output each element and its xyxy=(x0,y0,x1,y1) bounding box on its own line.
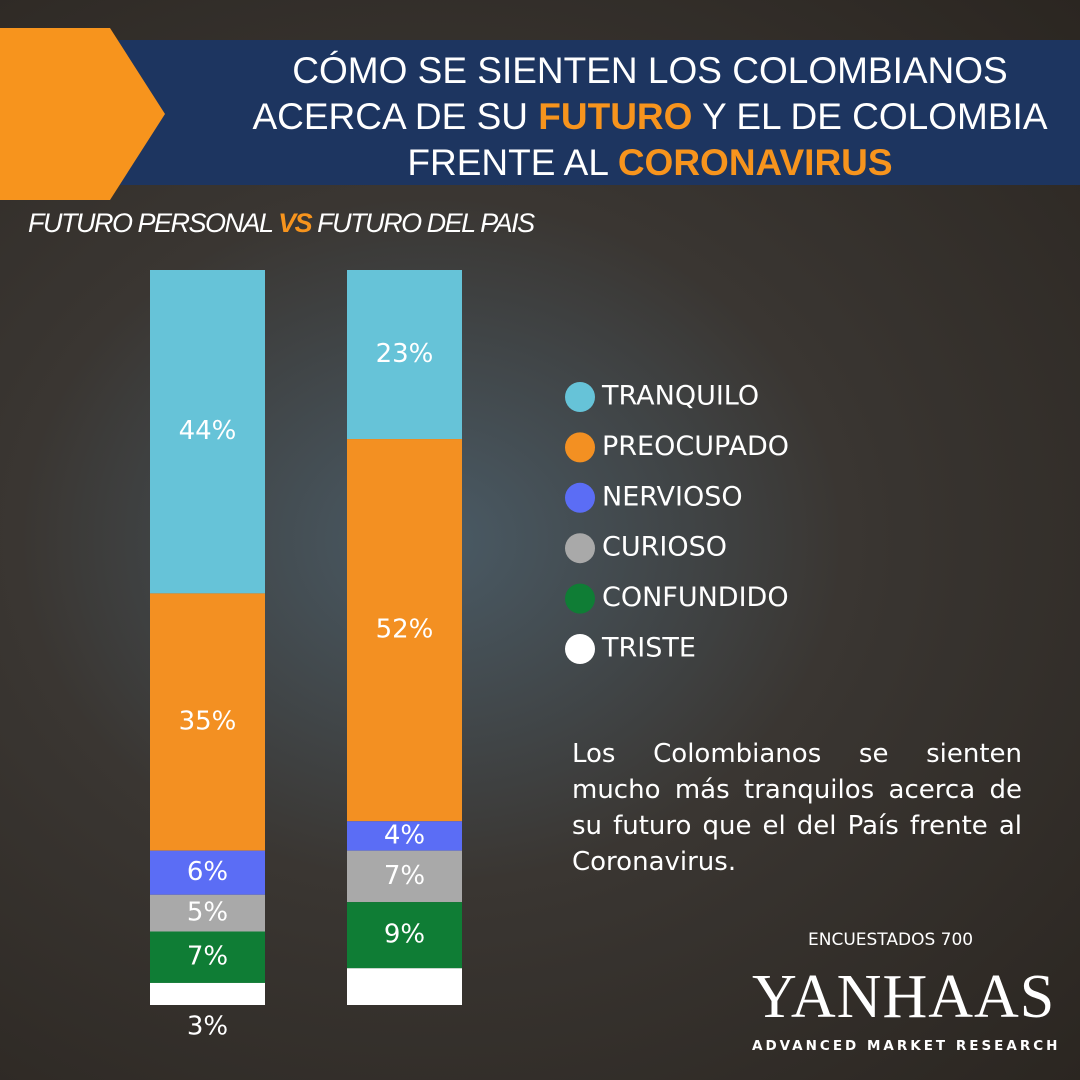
legend-label: PREOCUPADO xyxy=(602,431,789,462)
bar-segment xyxy=(150,270,265,594)
title-part: CÓMO SE SIENTEN LOS COLOMBIANOS ACERCA D… xyxy=(252,50,1008,137)
value-label: 6% xyxy=(187,857,228,887)
value-label: 7% xyxy=(384,861,425,891)
value-label: 35% xyxy=(179,707,237,737)
header-arrow xyxy=(0,28,165,200)
subtitle: FUTURO PERSONAL VS FUTURO DEL PAIS xyxy=(28,208,535,239)
title-highlight: CORONAVIRUS xyxy=(617,142,893,183)
bar-segment xyxy=(150,982,265,1005)
value-label: 7% xyxy=(187,942,228,972)
value-label: 4% xyxy=(384,820,425,850)
value-label: 52% xyxy=(376,615,434,645)
header-band xyxy=(100,40,1080,185)
value-label: 3% xyxy=(187,1012,228,1042)
bar-segment xyxy=(347,968,462,1005)
bar-segment xyxy=(347,850,462,903)
note: Los Colombianos se sienten mucho más tra… xyxy=(572,739,1022,877)
bar-segment xyxy=(150,593,265,851)
title-highlight: FUTURO xyxy=(538,96,693,137)
value-label: 5% xyxy=(187,898,228,928)
bar-segment xyxy=(347,902,462,969)
legend-swatch xyxy=(565,432,595,463)
value-label: 9% xyxy=(384,920,425,950)
bar-segment xyxy=(347,270,462,440)
legend-label: TRISTE xyxy=(601,633,696,664)
legend-swatch xyxy=(565,634,595,664)
title-part: Y EL DE COLOMBIA FRENTE AL xyxy=(407,96,1048,183)
brand-logo: YANHAAS xyxy=(752,963,1056,1031)
legend-label: CURIOSO xyxy=(602,532,727,563)
bar-segment xyxy=(150,894,265,932)
subtitle-highlight: VS xyxy=(278,208,313,238)
subtitle-part: FUTURO DEL PAIS xyxy=(311,208,535,238)
value-label: 5% xyxy=(384,971,425,1001)
value-label: 23% xyxy=(376,339,434,369)
title: CÓMO SE SIENTEN LOS COLOMBIANOS ACERCA D… xyxy=(225,48,1075,186)
legend-swatch xyxy=(565,533,595,564)
subtitle-part: FUTURO PERSONAL xyxy=(28,208,279,238)
legend-label: CONFUNDIDO xyxy=(602,582,789,613)
sample-size: ENCUESTADOS 700 xyxy=(808,930,974,950)
brand-tagline: ADVANCED MARKET RESEARCH xyxy=(752,1038,1061,1054)
bar-segment xyxy=(150,931,265,983)
legend-swatch xyxy=(565,583,595,614)
legend-label: NERVIOSO xyxy=(602,481,743,512)
bar-segment xyxy=(347,439,462,822)
legend-label: TRANQUILO xyxy=(601,381,759,412)
legend-swatch xyxy=(565,482,595,513)
legend-swatch xyxy=(565,382,595,412)
value-label: 44% xyxy=(179,416,237,446)
bar-segment xyxy=(150,850,265,895)
bar-segment xyxy=(347,821,462,851)
